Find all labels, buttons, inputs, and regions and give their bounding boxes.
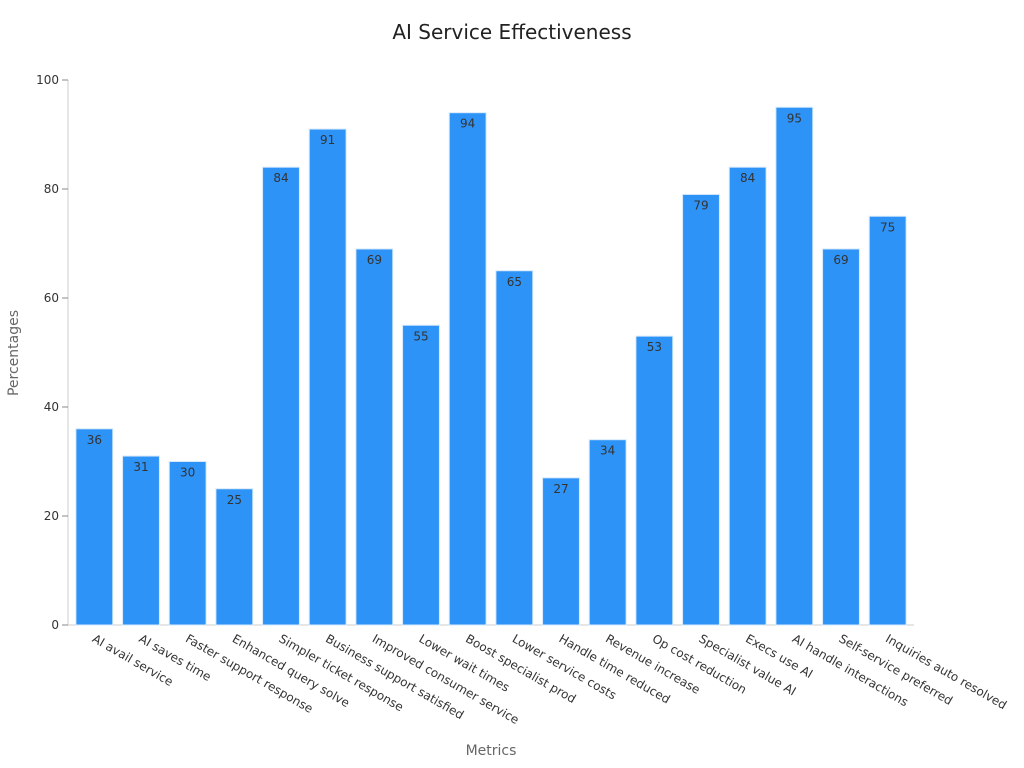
y-tick-label: 40 <box>44 400 59 414</box>
bar <box>308 128 347 626</box>
chart-title: AI Service Effectiveness <box>392 20 632 44</box>
data-label: 79 <box>693 198 708 212</box>
data-label: 25 <box>227 493 242 507</box>
data-label: 31 <box>133 460 148 474</box>
bar <box>588 439 627 626</box>
data-label: 30 <box>180 466 195 480</box>
bar <box>542 477 580 626</box>
data-label: 94 <box>460 117 475 131</box>
bar <box>262 166 300 626</box>
bar <box>122 455 160 626</box>
y-axis: 0 20 40 60 80 100 <box>36 73 69 632</box>
bar <box>682 193 720 626</box>
y-tick-label: 20 <box>44 509 59 523</box>
bar <box>168 461 207 626</box>
data-label: 55 <box>413 329 428 343</box>
data-label: 95 <box>787 111 802 125</box>
data-label: 34 <box>600 444 615 458</box>
data-label: 65 <box>507 275 522 289</box>
data-label: 69 <box>367 253 382 267</box>
x-axis-title: Metrics <box>466 743 517 759</box>
data-label: 84 <box>273 171 288 185</box>
data-label: 36 <box>87 433 102 447</box>
data-labels-group: 36 31 30 25 84 91 69 55 94 65 27 34 53 79 84 95 69 75 <box>87 111 896 507</box>
data-label: 27 <box>553 482 568 496</box>
bar <box>728 166 767 626</box>
y-tick-label: 100 <box>36 73 59 87</box>
y-tick-label: 80 <box>44 182 59 196</box>
bar <box>822 248 860 626</box>
bar <box>635 335 674 626</box>
data-label: 69 <box>833 253 848 267</box>
data-label: 84 <box>740 171 755 185</box>
bars-group <box>75 106 907 626</box>
x-tick-label: AI avail service <box>90 631 176 689</box>
y-tick-label: 60 <box>44 291 59 305</box>
bar <box>355 248 394 626</box>
bar <box>868 215 907 626</box>
bar <box>448 112 487 626</box>
data-label: 53 <box>647 340 662 354</box>
bar <box>75 428 114 626</box>
bar <box>775 106 814 626</box>
bar <box>495 270 534 626</box>
data-label: 91 <box>320 133 335 147</box>
y-axis-title: Percentages <box>6 310 22 396</box>
bar <box>215 488 254 626</box>
data-label: 75 <box>880 220 895 234</box>
y-tick-label: 0 <box>51 618 59 632</box>
bar <box>402 324 440 626</box>
